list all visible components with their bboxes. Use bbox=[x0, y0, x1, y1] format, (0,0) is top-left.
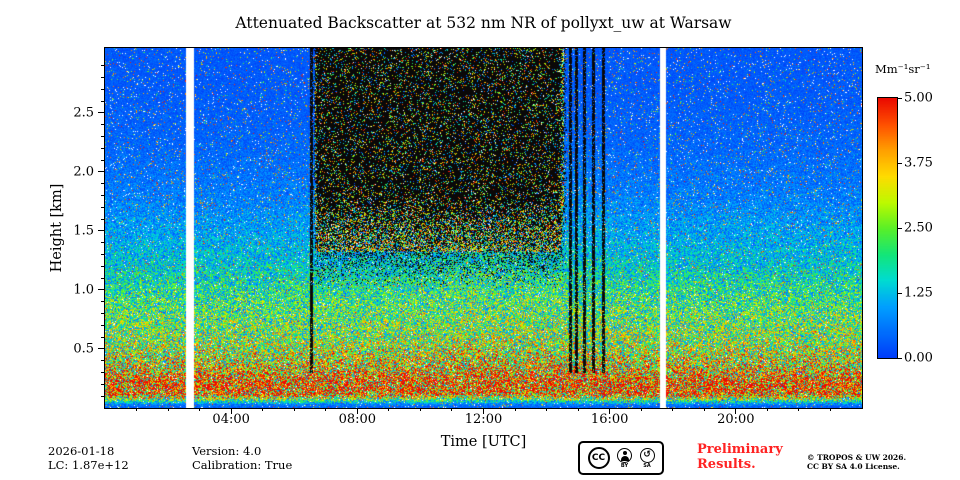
x-minor-tick bbox=[830, 408, 831, 411]
x-tick-label: 08:00 bbox=[339, 412, 376, 427]
y-minor-tick bbox=[101, 124, 104, 125]
x-minor-tick bbox=[451, 408, 452, 411]
x-minor-tick bbox=[704, 408, 705, 411]
x-minor-tick bbox=[262, 408, 263, 411]
x-tick-label: 16:00 bbox=[591, 412, 628, 427]
x-minor-tick bbox=[136, 408, 137, 411]
preliminary-line1: Preliminary bbox=[697, 443, 783, 458]
copyright-line2: CC BY SA 4.0 License. bbox=[807, 462, 906, 471]
y-minor-tick bbox=[101, 266, 104, 267]
y-minor-tick bbox=[101, 148, 104, 149]
y-minor-tick bbox=[101, 384, 104, 385]
y-minor-tick bbox=[101, 337, 104, 338]
preliminary-note: Preliminary Results. bbox=[697, 443, 783, 472]
cc-logo-icon: CC bbox=[588, 447, 610, 469]
colorbar-tick-label: 2.50 bbox=[904, 221, 933, 236]
colorbar-canvas bbox=[878, 98, 897, 358]
colorbar-tick bbox=[898, 98, 902, 99]
y-tick-label: 2.5 bbox=[56, 105, 94, 120]
y-tick-label: 1.0 bbox=[56, 282, 94, 297]
y-minor-tick bbox=[101, 65, 104, 66]
cc-logo-text: CC bbox=[592, 453, 605, 463]
x-minor-tick bbox=[168, 408, 169, 411]
version-annotation: Version: 4.0 bbox=[192, 444, 261, 458]
x-minor-tick bbox=[515, 408, 516, 411]
y-minor-tick bbox=[101, 278, 104, 279]
x-minor-tick bbox=[199, 408, 200, 411]
y-tick bbox=[98, 171, 104, 172]
y-tick bbox=[98, 348, 104, 349]
colorbar-tick-label: 3.75 bbox=[904, 156, 933, 171]
copyright-note: © TROPOS & UW 2026. CC BY SA 4.0 License… bbox=[807, 453, 906, 471]
x-minor-tick bbox=[420, 408, 421, 411]
x-minor-tick bbox=[546, 408, 547, 411]
copyright-line1: © TROPOS & UW 2026. bbox=[807, 453, 906, 462]
x-minor-tick bbox=[798, 408, 799, 411]
cc-license-badge: CC BY ↺ SA bbox=[578, 441, 664, 475]
y-minor-tick bbox=[101, 195, 104, 196]
y-tick-label: 2.0 bbox=[56, 164, 94, 179]
y-minor-tick bbox=[101, 136, 104, 137]
preliminary-line2: Results. bbox=[697, 458, 783, 473]
y-minor-tick bbox=[101, 219, 104, 220]
colorbar-tick-label: 5.00 bbox=[904, 91, 933, 106]
y-minor-tick bbox=[101, 101, 104, 102]
share-alike-icon: ↺ bbox=[640, 448, 655, 463]
x-minor-tick bbox=[578, 408, 579, 411]
colorbar-tick-label: 0.00 bbox=[904, 351, 933, 366]
y-tick-label: 0.5 bbox=[56, 341, 94, 356]
colorbar bbox=[877, 97, 898, 359]
colorbar-tick bbox=[898, 163, 902, 164]
y-minor-tick bbox=[101, 183, 104, 184]
calibration-annotation: Calibration: True bbox=[192, 458, 292, 472]
y-minor-tick bbox=[101, 160, 104, 161]
y-minor-tick bbox=[101, 89, 104, 90]
x-minor-tick bbox=[325, 408, 326, 411]
y-minor-tick bbox=[101, 325, 104, 326]
y-tick-label: 1.5 bbox=[56, 223, 94, 238]
y-tick bbox=[98, 289, 104, 290]
cc-sa-label: SA bbox=[643, 463, 650, 469]
lidar-quicklook-figure: Attenuated Backscatter at 532 nm NR of p… bbox=[0, 0, 960, 480]
y-tick bbox=[98, 112, 104, 113]
chart-title: Attenuated Backscatter at 532 nm NR of p… bbox=[105, 14, 862, 32]
cc-by-label: BY bbox=[621, 463, 628, 469]
x-minor-tick bbox=[388, 408, 389, 411]
y-minor-tick bbox=[101, 242, 104, 243]
date-annotation: 2026-01-18 bbox=[48, 444, 114, 458]
y-minor-tick bbox=[101, 207, 104, 208]
heatmap-canvas bbox=[105, 48, 862, 408]
y-minor-tick bbox=[101, 301, 104, 302]
y-tick bbox=[98, 230, 104, 231]
colorbar-tick-label: 1.25 bbox=[904, 286, 933, 301]
y-minor-tick bbox=[101, 360, 104, 361]
x-minor-tick bbox=[672, 408, 673, 411]
y-minor-tick bbox=[101, 77, 104, 78]
y-minor-tick bbox=[101, 396, 104, 397]
colorbar-unit-label: Mm⁻¹sr⁻¹ bbox=[875, 62, 930, 76]
x-minor-tick bbox=[294, 408, 295, 411]
colorbar-tick bbox=[898, 293, 902, 294]
share-alike-arrow-icon: ↺ bbox=[643, 451, 651, 460]
colorbar-tick bbox=[898, 228, 902, 229]
y-minor-tick bbox=[101, 372, 104, 373]
x-tick-label: 12:00 bbox=[465, 412, 502, 427]
y-minor-tick bbox=[101, 254, 104, 255]
cc-sa-icon: ↺ SA bbox=[640, 448, 655, 469]
x-tick-label: 20:00 bbox=[717, 412, 754, 427]
person-icon bbox=[617, 448, 632, 463]
colorbar-tick bbox=[898, 358, 902, 359]
lidar-constant-annotation: LC: 1.87e+12 bbox=[48, 458, 129, 472]
plot-area bbox=[104, 47, 863, 409]
x-minor-tick bbox=[641, 408, 642, 411]
x-minor-tick bbox=[767, 408, 768, 411]
y-minor-tick bbox=[101, 313, 104, 314]
cc-by-icon: BY bbox=[617, 448, 632, 469]
x-tick-label: 04:00 bbox=[212, 412, 249, 427]
